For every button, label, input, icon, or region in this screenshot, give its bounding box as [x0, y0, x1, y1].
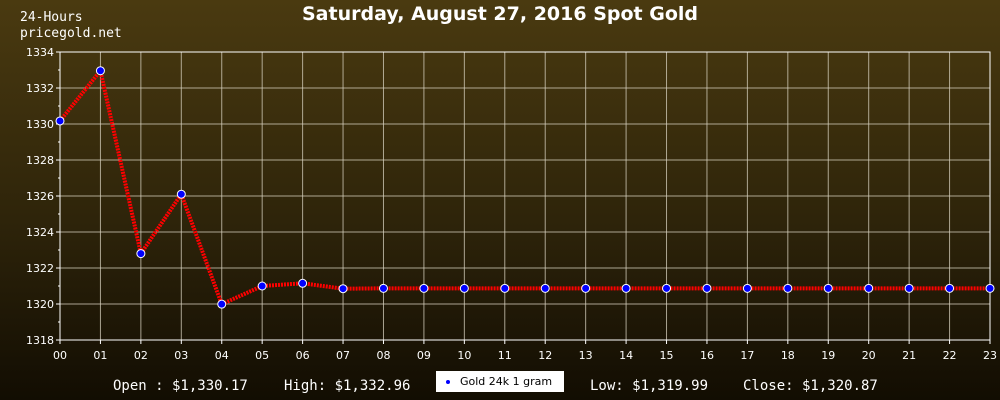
- data-point: [864, 283, 874, 293]
- data-point: [985, 283, 995, 293]
- data-point: [581, 283, 591, 293]
- x-tick-label: 13: [579, 349, 593, 362]
- y-tick-label: 1326: [26, 190, 54, 203]
- x-tick-label: 10: [457, 349, 471, 362]
- x-tick-label: 01: [93, 349, 107, 362]
- brand-block: 24-Hours pricegold.net: [20, 10, 122, 42]
- x-tick-label: 05: [255, 349, 269, 362]
- data-point: [702, 283, 712, 293]
- x-tick-label: 19: [821, 349, 835, 362]
- y-tick-label: 1330: [26, 118, 54, 131]
- x-tick-label: 18: [781, 349, 795, 362]
- x-tick-label: 07: [336, 349, 350, 362]
- x-tick-label: 14: [619, 349, 633, 362]
- open-price: Open : $1,330.17: [113, 378, 248, 394]
- x-tick-label: 09: [417, 349, 431, 362]
- grid: [59, 51, 991, 341]
- x-tick-label: 02: [134, 349, 148, 362]
- data-point: [500, 283, 510, 293]
- data-point: [621, 283, 631, 293]
- low-price: Low: $1,319.99: [590, 378, 709, 394]
- series-line: [58, 68, 990, 307]
- close-price: Close: $1,320.87: [743, 378, 878, 394]
- data-point: [945, 283, 955, 293]
- x-tick-label: 22: [943, 349, 957, 362]
- y-tick-label: 1334: [26, 46, 54, 59]
- x-tick-label: 00: [53, 349, 67, 362]
- x-tick-label: 21: [902, 349, 916, 362]
- data-point: [459, 283, 469, 293]
- data-point: [338, 284, 348, 294]
- legend-label: Gold 24k 1 gram: [460, 375, 553, 388]
- x-tick-label: 11: [498, 349, 512, 362]
- data-point: [55, 116, 65, 126]
- y-tick-label: 1328: [26, 154, 54, 167]
- y-tick-label: 1324: [26, 226, 54, 239]
- y-tick-label: 1318: [26, 334, 54, 347]
- data-point: [378, 283, 388, 293]
- y-tick-label: 1332: [26, 82, 54, 95]
- legend-marker-icon: [446, 379, 450, 384]
- x-tick-label: 16: [700, 349, 714, 362]
- data-point: [742, 283, 752, 293]
- data-point: [217, 299, 227, 309]
- x-tick-label: 06: [296, 349, 310, 362]
- brand-site: pricegold.net: [20, 26, 122, 41]
- data-points: [55, 66, 995, 309]
- x-tick-label: 03: [174, 349, 188, 362]
- data-point: [823, 283, 833, 293]
- high-price: High: $1,332.96: [284, 378, 411, 394]
- y-tick-label: 1320: [26, 298, 54, 311]
- y-tick-label: 1322: [26, 262, 54, 275]
- data-point: [904, 283, 914, 293]
- data-point: [95, 66, 105, 76]
- data-point: [298, 278, 308, 288]
- x-tick-label: 15: [660, 349, 674, 362]
- x-tick-label: 12: [538, 349, 552, 362]
- series-line-layer: [58, 68, 990, 307]
- data-point: [783, 283, 793, 293]
- data-point: [136, 249, 146, 259]
- legend: Gold 24k 1 gram: [436, 371, 564, 392]
- x-tick-label: 04: [215, 349, 229, 362]
- x-tick-label: 08: [376, 349, 390, 362]
- chart-title: Saturday, August 27, 2016 Spot Gold: [302, 3, 698, 25]
- data-point: [540, 283, 550, 293]
- data-point: [662, 283, 672, 293]
- plot-frame: [59, 51, 991, 341]
- brand-period: 24-Hours: [20, 10, 83, 25]
- axes: [56, 51, 991, 344]
- data-point: [419, 283, 429, 293]
- data-point: [176, 189, 186, 199]
- data-point: [257, 281, 267, 291]
- x-tick-label: 17: [740, 349, 754, 362]
- x-tick-label: 23: [983, 349, 997, 362]
- x-tick-label: 20: [862, 349, 876, 362]
